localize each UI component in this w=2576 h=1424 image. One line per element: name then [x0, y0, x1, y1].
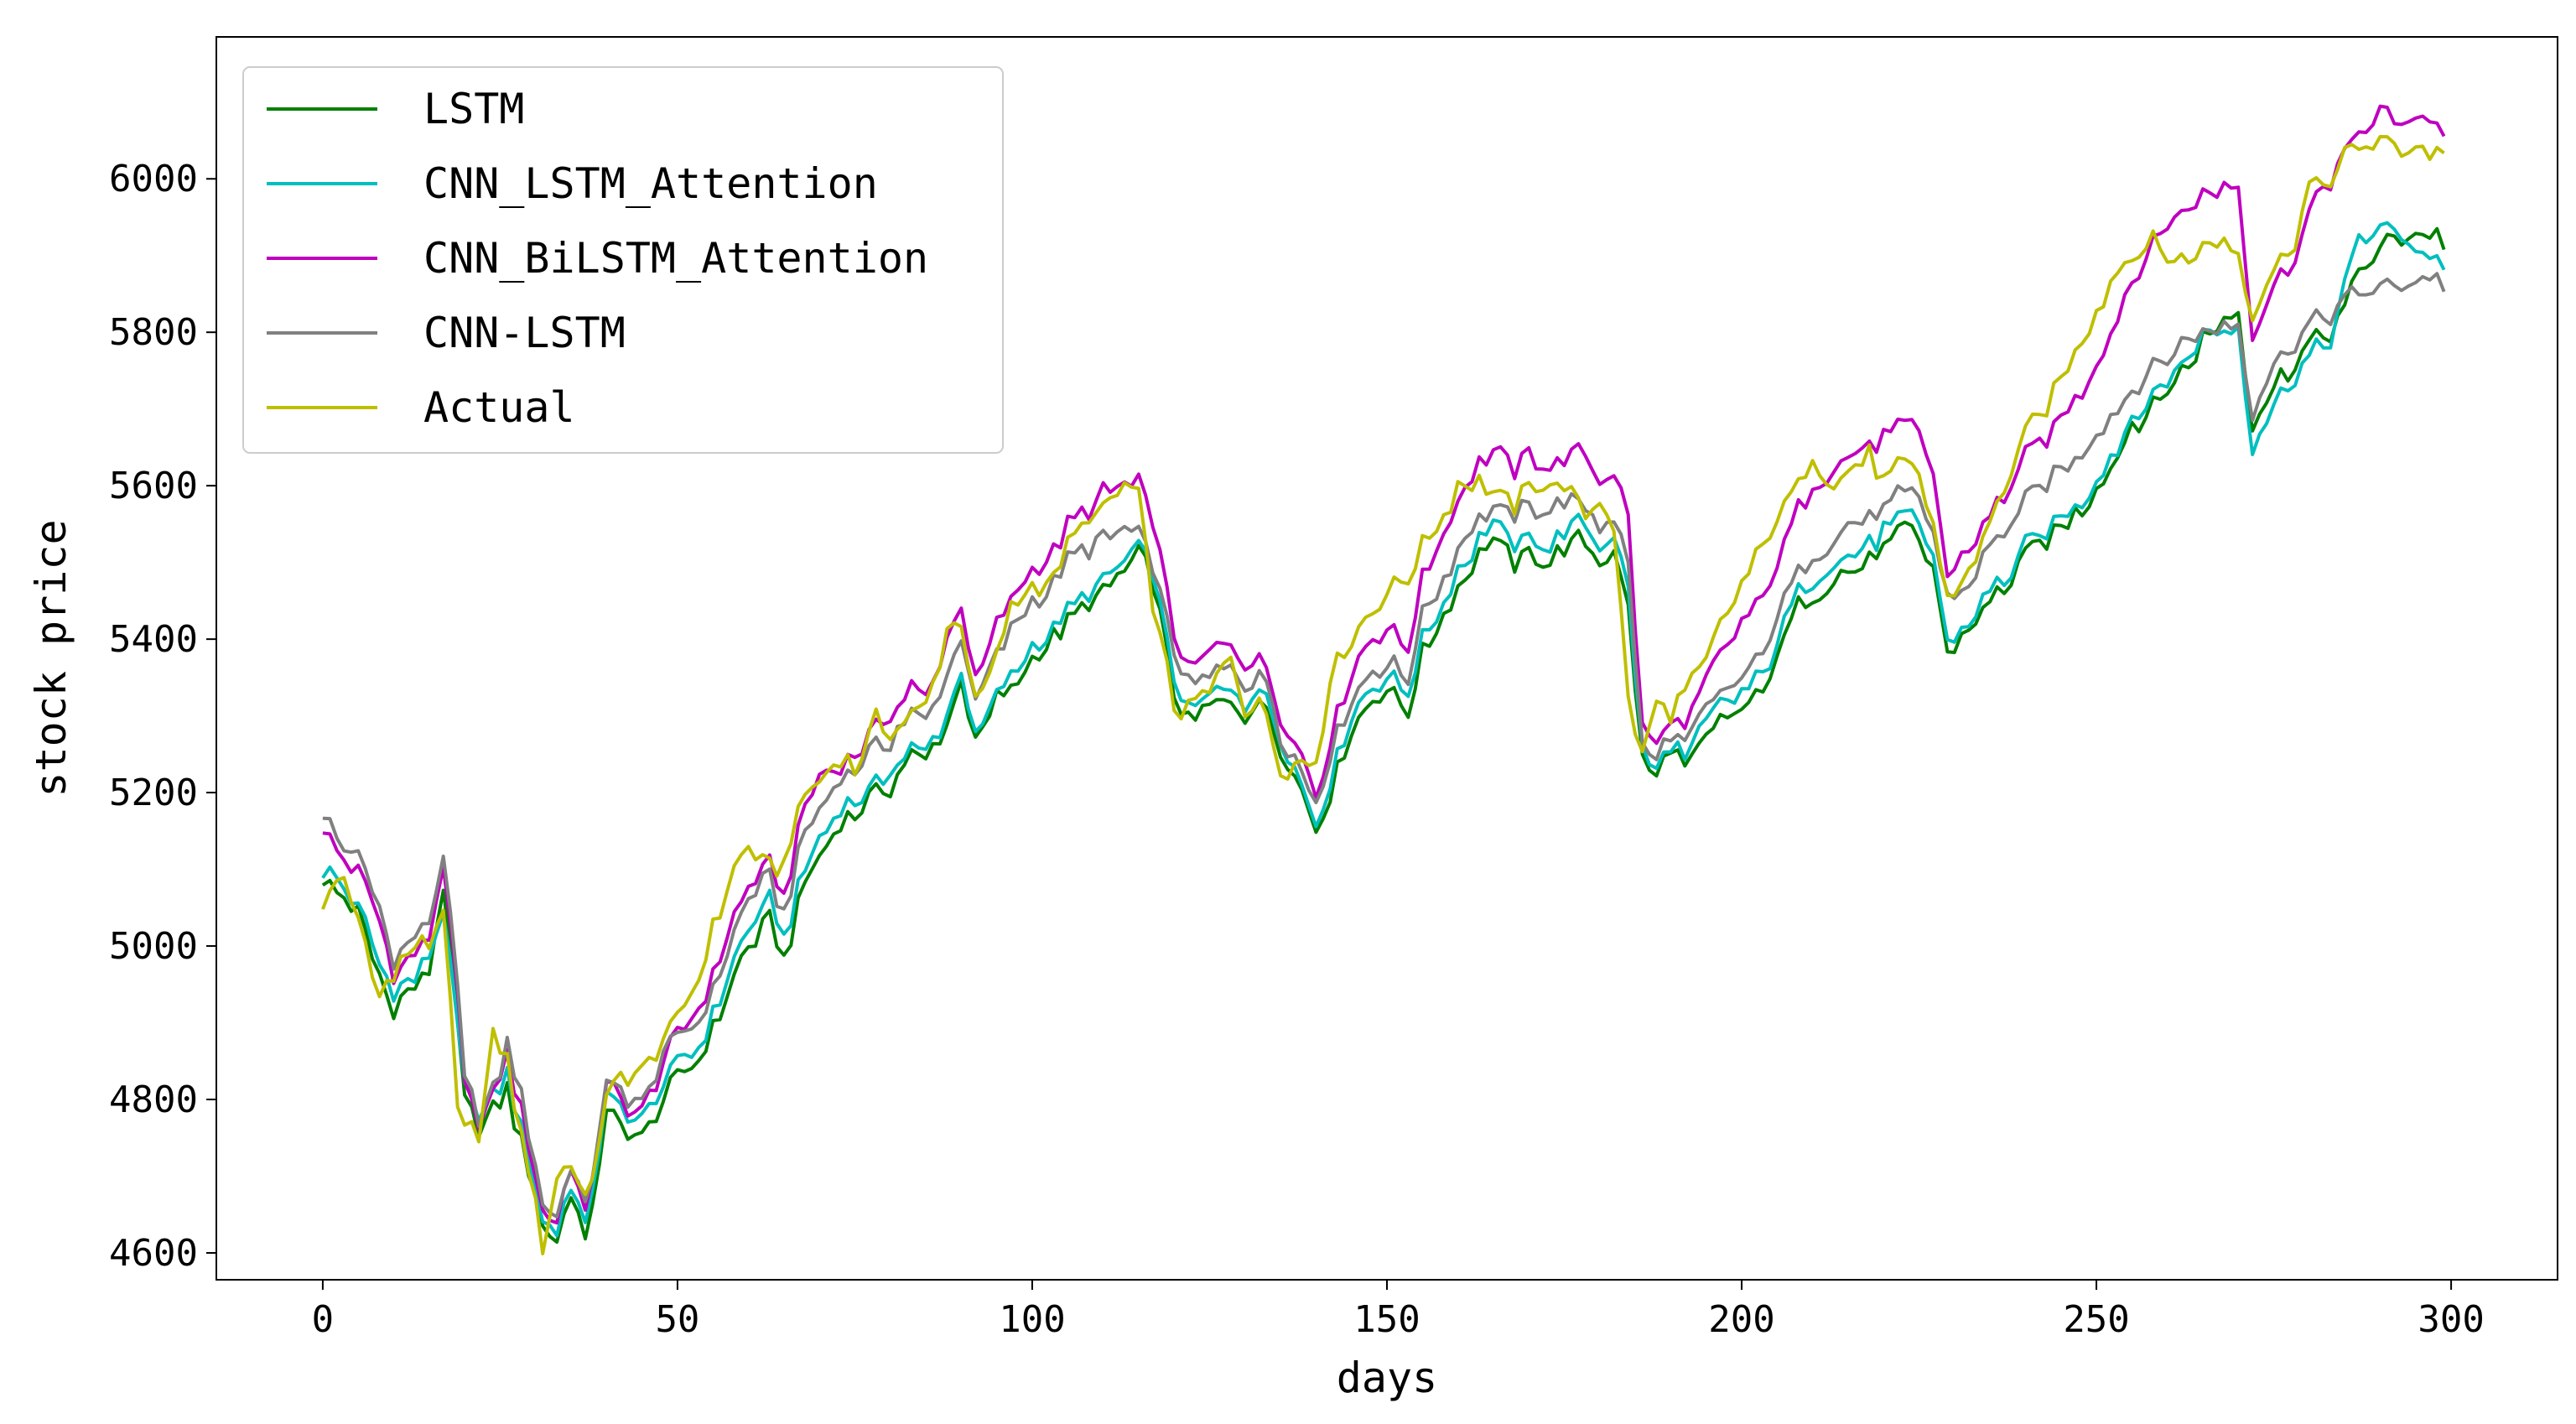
y-tick-label: 4600	[109, 1232, 198, 1275]
x-tick-label: 200	[1708, 1298, 1774, 1341]
legend-entry: LSTM	[267, 85, 524, 133]
y-tick-label: 6000	[109, 158, 198, 200]
legend-entries: LSTM CNN_LSTM_Attention CNN_BiLSTM_Attenti…	[267, 85, 928, 432]
legend-label: CNN_BiLSTM_Attention	[423, 234, 928, 283]
y-tick-label: 5000	[109, 925, 198, 968]
x-tick-label: 150	[1353, 1298, 1420, 1341]
legend-box	[242, 66, 1004, 454]
legend-label: CNN_LSTM_Attention	[423, 159, 878, 208]
y-tick-label: 5600	[109, 465, 198, 507]
x-tick-label: 250	[2063, 1298, 2129, 1341]
legend-entry: CNN_LSTM_Attention	[267, 159, 878, 208]
x-axis-label: days	[1337, 1354, 1437, 1402]
legend-label: Actual	[423, 383, 575, 432]
x-tick-label: 300	[2418, 1298, 2484, 1341]
series-line-lstm	[321, 226, 2446, 1245]
legend: LSTM CNN_LSTM_Attention CNN_BiLSTM_Attenti…	[242, 66, 1004, 454]
y-tick-label: 4800	[109, 1078, 198, 1121]
legend-label: CNN-LSTM	[423, 309, 626, 357]
y-axis-label: stock price	[27, 519, 75, 797]
legend-entry: CNN-LSTM	[267, 309, 626, 357]
y-tick-label: 5200	[109, 772, 198, 814]
legend-entry: Actual	[267, 383, 575, 432]
x-tick-label: 0	[312, 1298, 335, 1341]
x-tick-label: 50	[655, 1298, 699, 1341]
series-line-actual	[321, 134, 2445, 1255]
y-tick-label: 5800	[109, 311, 198, 354]
y-tick-label: 5400	[109, 618, 198, 661]
series-line-cnn-lstm	[322, 272, 2446, 1219]
series-lines	[321, 104, 2446, 1255]
x-tick-label: 100	[999, 1298, 1065, 1341]
series-line-cnn-lstm-attention	[321, 221, 2446, 1238]
series-line-cnn-bilstm-attention	[322, 104, 2446, 1225]
legend-entry: CNN_BiLSTM_Attention	[267, 234, 928, 283]
legend-label: LSTM	[423, 85, 524, 133]
x-axis: 0 50 100 150 200 250 300	[312, 1280, 2485, 1341]
y-axis: 4600 4800 5000 5200 5400 5600 5800 6000	[109, 158, 216, 1275]
